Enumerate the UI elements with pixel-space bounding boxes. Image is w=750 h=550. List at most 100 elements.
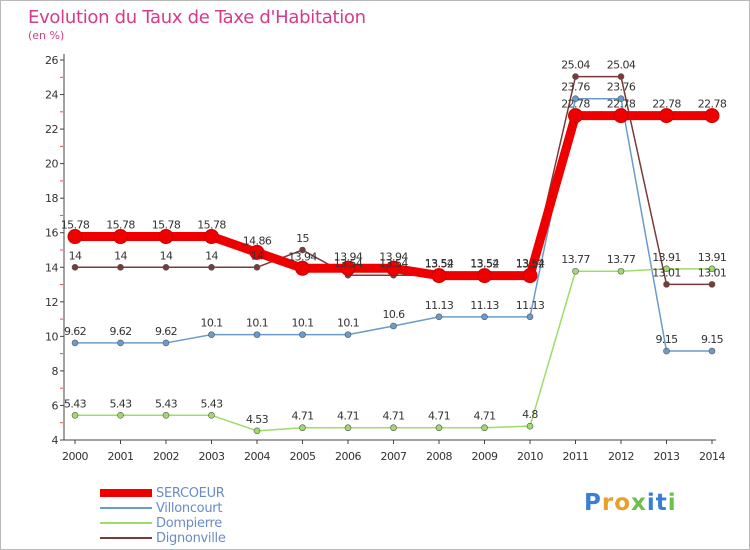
logo-letter: i [667, 490, 677, 516]
data-label: 23.76 [561, 81, 590, 94]
data-point [299, 331, 306, 338]
data-point [113, 229, 128, 245]
data-point [663, 265, 670, 273]
y-tick-label: 10 [45, 330, 58, 343]
data-label: 13.01 [698, 266, 727, 279]
legend-label: Villoncourt [156, 501, 223, 516]
data-label: 10.1 [246, 317, 268, 330]
x-tick-label: 2008 [426, 450, 452, 463]
data-point [481, 424, 488, 432]
x-tick-label: 2010 [517, 450, 543, 463]
x-tick-label: 2014 [699, 450, 725, 463]
data-label: 10.1 [291, 317, 313, 330]
legend-item-sercoeur: SERCOEUR [100, 486, 320, 501]
legend-swatch [100, 537, 152, 539]
data-label: 10.1 [200, 317, 222, 330]
legend-item-dompierre: Dompierre [100, 516, 320, 531]
data-label: 13.94 [334, 250, 363, 263]
data-label: 4.71 [473, 410, 495, 423]
x-tick-label: 2001 [108, 450, 134, 463]
data-label: 25.04 [607, 59, 636, 72]
data-point [663, 281, 670, 288]
data-label: 4.71 [428, 410, 450, 423]
data-label: 13.52 [516, 258, 545, 271]
y-tick-label: 24 [45, 89, 58, 102]
legend-item-villoncourt: Villoncourt [100, 501, 320, 516]
y-tick-label: 22 [45, 123, 58, 136]
data-point [663, 347, 670, 355]
x-tick-label: 2007 [381, 450, 407, 463]
logo-letter: x [631, 490, 647, 516]
legend-swatch [100, 489, 152, 497]
data-label: 5.43 [155, 397, 178, 410]
data-point [522, 268, 538, 284]
data-label: 9.15 [655, 333, 678, 346]
data-label: 9.62 [155, 325, 177, 338]
data-point [572, 73, 579, 80]
chart-title: Evolution du Taux de Taxe d'Habitation [28, 7, 366, 28]
data-label: 22.78 [607, 98, 636, 111]
data-point [617, 73, 625, 80]
data-point [208, 331, 215, 338]
data-label: 4.71 [337, 410, 359, 423]
data-point [386, 260, 401, 276]
x-tick-label: 2009 [472, 450, 498, 463]
data-point [71, 411, 79, 419]
legend-swatch [100, 522, 152, 524]
x-tick-label: 2013 [654, 450, 680, 463]
legend: SERCOEUR Villoncourt Dompierre Dignonvil… [100, 486, 320, 546]
x-tick-label: 2003 [199, 450, 225, 463]
data-label: 22.78 [698, 98, 727, 111]
data-point [431, 268, 447, 284]
data-label: 4.71 [291, 410, 313, 423]
chart-axes: 4 6 8 10 12 14 16 18 20 22 24 26 2000 2001 2002 2003 200… [45, 54, 726, 463]
data-point [568, 108, 583, 124]
legend-label: Dompierre [156, 516, 222, 531]
y-tick-label: 8 [52, 365, 59, 378]
data-point [435, 424, 443, 432]
data-label: 9.62 [64, 325, 86, 338]
data-point [613, 108, 629, 124]
data-point [344, 331, 352, 338]
data-label: 14.86 [243, 234, 272, 247]
data-label: 5.43 [200, 397, 223, 410]
data-label: 9.15 [701, 333, 724, 346]
data-point [617, 267, 625, 275]
data-point [208, 263, 215, 271]
data-point [435, 313, 443, 321]
data-point [117, 339, 124, 347]
data-label: 4.8 [522, 408, 538, 421]
data-point [526, 313, 534, 321]
data-point [249, 244, 265, 260]
data-label: 4.53 [246, 413, 269, 426]
data-point [708, 265, 716, 273]
data-point [253, 331, 261, 338]
data-point [617, 95, 625, 102]
data-point [208, 411, 215, 419]
data-point [204, 229, 219, 245]
legend-label: SERCOEUR [156, 486, 225, 501]
data-point [572, 95, 579, 102]
data-point [390, 322, 397, 330]
x-tick-label: 2002 [153, 450, 179, 463]
data-label: 5.43 [64, 397, 87, 410]
series-points [67, 73, 720, 435]
x-tick-label: 2004 [244, 450, 270, 463]
logo-letter: o [614, 490, 632, 516]
data-label: 13.77 [561, 253, 590, 266]
legend-label: Dignonville [156, 531, 226, 546]
data-label: 10.1 [337, 317, 359, 330]
data-label: 14 [69, 249, 82, 262]
data-label: 13.52 [425, 258, 454, 271]
x-tick-label: 2005 [290, 450, 316, 463]
y-tick-label: 26 [45, 54, 58, 67]
data-label: 13.94 [379, 250, 408, 263]
legend-item-dignonville: Dignonville [100, 531, 320, 546]
data-label: 13.54 [379, 257, 408, 270]
data-point [253, 263, 261, 271]
logo-letter: t [655, 490, 668, 516]
data-label: 15.78 [61, 219, 90, 232]
data-label: 13.52 [470, 258, 499, 271]
proxiti-logo: Proxiti [584, 490, 677, 516]
